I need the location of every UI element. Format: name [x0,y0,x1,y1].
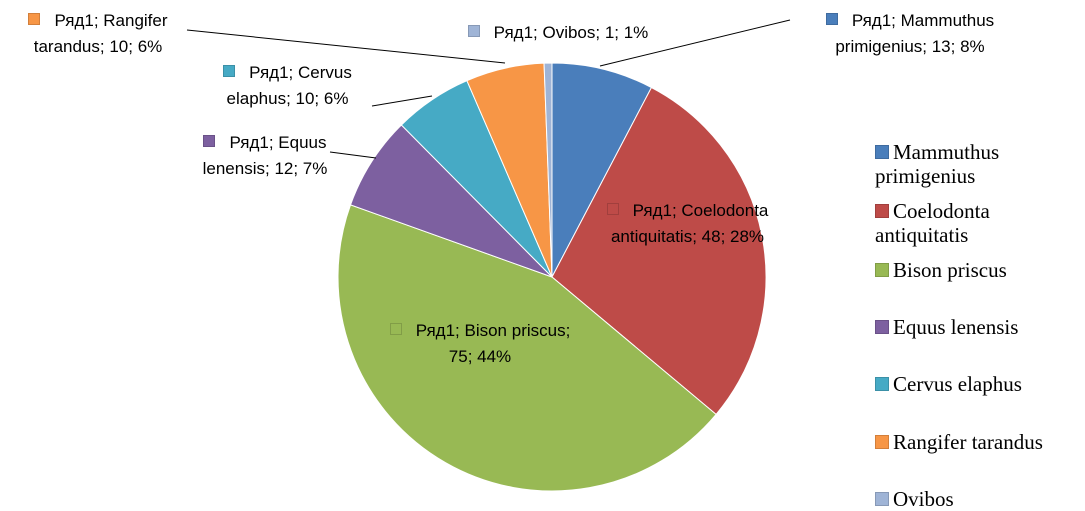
label-marker [825,13,838,25]
legend-swatch [875,377,889,391]
legend-swatch [875,145,889,159]
pie-slice [551,62,653,278]
data-label-text: Ряд1; Ovibos; 1; 1% [493,23,649,42]
legend-swatch [875,263,889,277]
legend-item: Cervus elaphus [875,372,1075,396]
legend-item: Rangifer tarandus [875,430,1075,454]
legend-label: Cervus elaphus [893,372,1022,396]
data-label: Ряд1; Mammuthus primigenius; 13; 8% [795,8,1025,60]
legend-label: Ovibos [893,487,954,511]
data-label: Ряд1; Equus lenensis; 12; 7% [170,130,360,182]
data-label-text: Ряд1; Bison priscus; 75; 44% [415,321,571,366]
leader-line [329,151,377,159]
pie [337,62,767,492]
label-marker [389,323,402,335]
label-marker [203,135,216,147]
data-label: Ряд1; Coelodonta antiquitatis; 48; 28% [605,198,770,250]
legend-item: Mammuthus primigenius [875,140,1075,188]
label-marker [606,203,619,215]
label-marker [223,65,236,77]
legend-item: Bison priscus [875,258,1075,282]
pie-slice [337,204,717,492]
data-label-text: Ряд1; Rangifer tarandus; 10; 6% [33,11,168,56]
data-label-text: Ряд1; Cervus elaphus; 10; 6% [226,63,352,108]
legend-label: Rangifer tarandus [893,430,1043,454]
leader-line [599,19,791,67]
pie-slice [543,62,553,278]
legend-label: Coelodonta antiquitatis [875,199,990,247]
leader-line [186,29,506,64]
label-marker [28,13,41,25]
leader-line [371,95,433,107]
leader-lines [186,19,791,159]
pie-slice [551,86,767,416]
data-label-text: Ряд1; Mammuthus primigenius; 13; 8% [835,11,995,56]
legend-swatch [875,204,889,218]
legend-swatch [875,320,889,334]
legend-swatch [875,435,889,449]
legend-item: Coelodonta antiquitatis [875,199,1075,247]
data-label: Ряд1; Ovibos; 1; 1% [438,20,678,46]
label-marker [467,25,480,37]
legend-label: Equus lenensis [893,315,1019,339]
data-label: Ряд1; Rangifer tarandus; 10; 6% [8,8,188,60]
data-label-text: Ряд1; Coelodonta antiquitatis; 48; 28% [610,201,769,246]
data-label-text: Ряд1; Equus lenensis; 12; 7% [202,133,328,178]
data-label: Ряд1; Bison priscus; 75; 44% [380,318,580,370]
legend-label: Mammuthus primigenius [875,140,1000,188]
legend-label: Bison priscus [893,258,1007,282]
legend-item: Ovibos [875,487,1075,511]
data-label: Ряд1; Cervus elaphus; 10; 6% [195,60,380,112]
legend-item: Equus lenensis [875,315,1075,339]
legend-swatch [875,492,889,506]
